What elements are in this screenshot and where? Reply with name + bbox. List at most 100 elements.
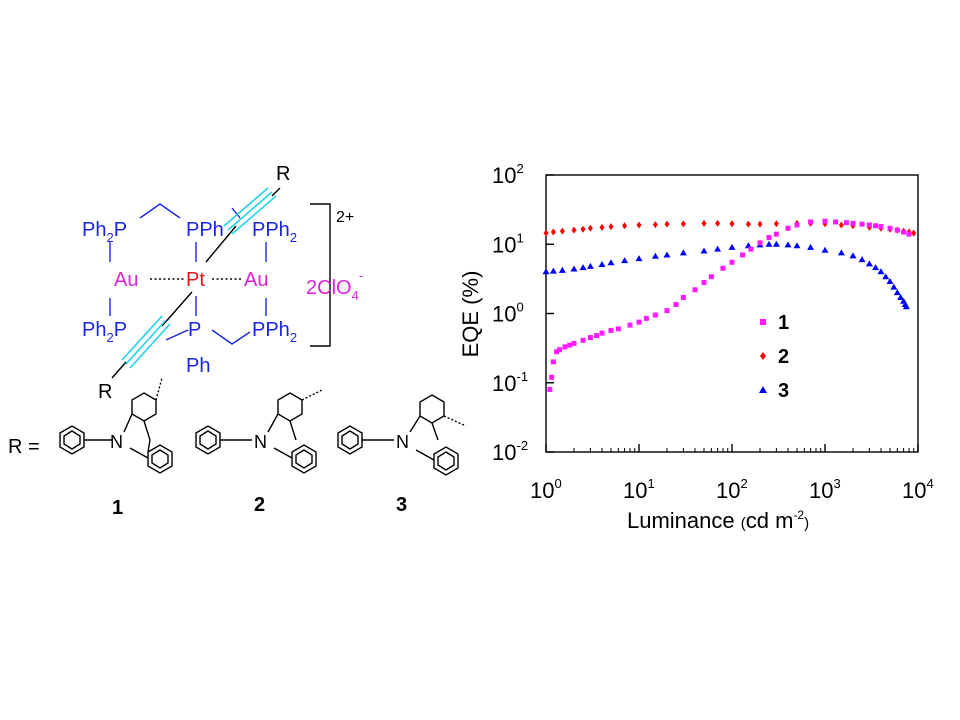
y-tick-label: 10-1	[492, 369, 528, 396]
data-point-series-2	[608, 223, 614, 231]
phosphine-bonds	[109, 203, 267, 345]
legend-label-2: 2	[778, 346, 789, 368]
data-point-series-1	[680, 295, 686, 301]
data-point-series-2	[773, 220, 779, 228]
x-tick-label: 101	[623, 476, 655, 503]
data-point-series-3	[558, 266, 566, 273]
data-point-series-1	[571, 340, 577, 346]
data-point-series-3	[598, 261, 606, 268]
data-point-series-3	[621, 257, 629, 264]
data-point-series-1	[550, 359, 556, 365]
data-point-series-2	[701, 219, 707, 227]
data-point-series-1	[580, 337, 586, 343]
data-point-series-3	[858, 256, 866, 263]
data-point-series-3	[765, 240, 773, 247]
data-point-series-3	[902, 303, 910, 310]
data-point-series-1	[794, 222, 800, 228]
data-point-series-2	[729, 220, 735, 228]
charge-bracket	[310, 203, 331, 347]
pph2-bottom-right: PPh2	[252, 319, 297, 345]
data-point-series-1	[594, 333, 600, 339]
r-definition: R =	[8, 436, 40, 458]
data-point-series-1	[549, 374, 555, 380]
data-point-series-1	[785, 225, 791, 231]
data-point-series-3	[570, 265, 578, 272]
data-point-series-1	[608, 327, 614, 333]
data-point-series-3	[714, 245, 722, 252]
data-point-series-2	[838, 221, 844, 229]
data-point-series-2	[580, 225, 586, 233]
data-point-series-3	[821, 246, 829, 253]
data-point-series-2	[911, 229, 917, 237]
data-point-series-3	[882, 273, 890, 280]
data-point-series-3	[872, 264, 880, 271]
data-point-series-1	[547, 386, 553, 392]
pph2-top-mid: PPh	[186, 219, 224, 241]
data-point-series-1	[692, 287, 698, 293]
data-point-series-1	[757, 240, 763, 246]
data-point-series-3	[586, 262, 594, 269]
data-point-series-1	[822, 218, 828, 224]
data-point-series-2	[745, 220, 751, 228]
counter-anion-label: 2ClO4-	[306, 268, 363, 303]
data-point-series-3	[890, 283, 898, 290]
data-point-series-2	[680, 220, 686, 228]
x-major-ticks: 100 101 102 103 104	[530, 444, 934, 503]
data-point-series-1	[615, 326, 621, 332]
y-tick-label: 102	[492, 161, 524, 188]
data-point-series-1	[729, 259, 735, 265]
data-point-series-3	[542, 268, 550, 275]
data-point-series-1	[748, 246, 754, 252]
p-bottom: P	[188, 319, 201, 341]
data-point-series-3	[549, 267, 557, 274]
data-point-series-1	[887, 225, 893, 231]
data-point-series-3	[651, 252, 659, 259]
data-series	[542, 218, 917, 392]
data-point-series-1	[636, 319, 642, 325]
data-point-series-3	[607, 259, 615, 266]
data-point-series-3	[886, 277, 894, 284]
n-atom-2: N	[254, 432, 267, 452]
legend-marker-2	[760, 352, 766, 360]
data-point-series-1	[833, 219, 839, 225]
data-point-series-2	[652, 221, 658, 229]
data-point-series-1	[859, 221, 865, 227]
series-3	[542, 240, 910, 310]
data-point-series-2	[599, 223, 605, 231]
pt-center: Pt	[186, 269, 205, 291]
data-point-series-2	[571, 226, 577, 234]
data-point-series-3	[793, 242, 801, 249]
data-point-series-1	[562, 344, 568, 350]
data-point-series-3	[728, 243, 736, 250]
data-point-series-1	[567, 342, 573, 348]
au-right: Au	[244, 269, 268, 291]
r-bottom: R	[98, 381, 112, 403]
n-atom-1: N	[110, 432, 123, 452]
data-point-series-1	[643, 315, 649, 321]
y-tick-label: 10-2	[492, 438, 528, 465]
data-point-series-1	[554, 349, 560, 355]
data-point-series-1	[808, 219, 814, 225]
data-point-series-1	[673, 301, 679, 307]
data-point-series-1	[843, 220, 849, 226]
y-tick-label: 101	[492, 230, 524, 257]
data-point-series-1	[557, 347, 563, 353]
data-point-series-1	[627, 322, 633, 328]
alkyne-triple-bonds	[121, 187, 277, 369]
legend-marker-3	[759, 386, 767, 393]
n-atom-3: N	[396, 432, 409, 452]
data-point-series-2	[622, 222, 628, 230]
data-point-series-1	[599, 330, 605, 336]
data-point-series-2	[550, 228, 556, 236]
ph2p-bottom-left: Ph2P	[82, 319, 127, 345]
data-point-series-1	[894, 227, 900, 233]
data-point-series-1	[901, 229, 907, 235]
data-point-series-2	[587, 224, 593, 232]
data-point-series-2	[664, 220, 670, 228]
data-point-series-1	[708, 274, 714, 280]
data-point-series-1	[773, 231, 779, 237]
legend-label-1: 1	[778, 312, 789, 334]
series-1	[547, 218, 912, 392]
data-point-series-3	[635, 255, 643, 262]
